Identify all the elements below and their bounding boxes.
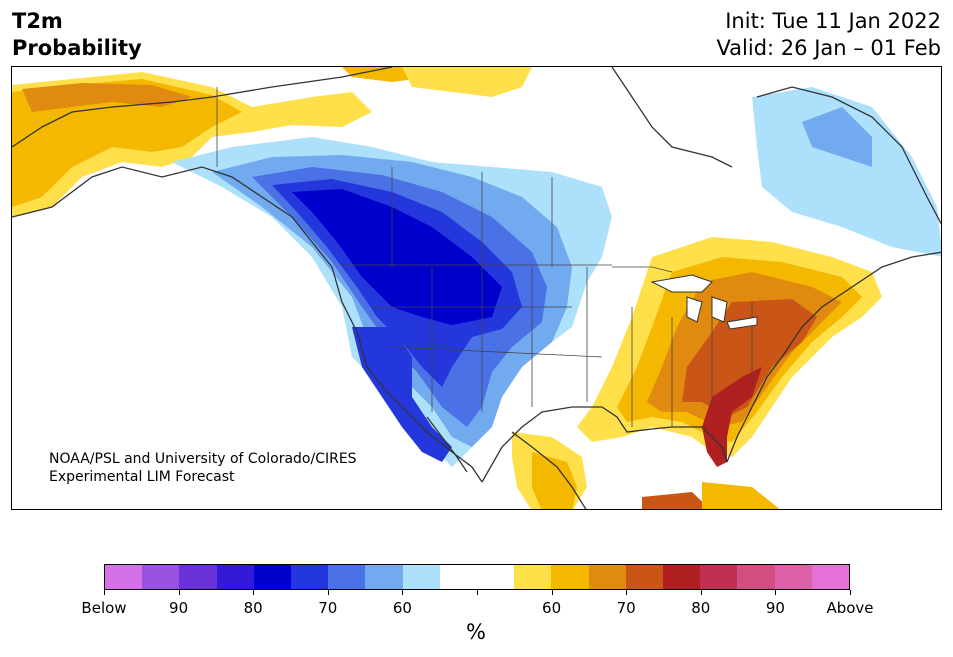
probability-colorbar — [104, 564, 850, 590]
colorbar-unit-label: % — [466, 620, 486, 644]
east-above-region — [512, 237, 882, 509]
colorbar-tick — [700, 590, 702, 595]
political-borders — [216, 87, 753, 427]
colorbar-segment — [663, 565, 701, 589]
colorbar-tick — [253, 590, 255, 595]
colorbar-tick — [551, 590, 553, 595]
colorbar-tick — [327, 590, 329, 595]
colorbar-segment — [477, 565, 515, 589]
colorbar-tick-label: 60 — [392, 599, 412, 617]
colorbar-segment — [179, 565, 217, 589]
colorbar-tick — [104, 590, 105, 595]
init-date: Init: Tue 11 Jan 2022 — [725, 9, 941, 33]
colorbar-segment — [105, 565, 143, 589]
colorbar-tick-label: 60 — [542, 599, 562, 617]
colorbar-tick-label: Below — [81, 599, 127, 617]
colorbar-tick — [775, 590, 777, 595]
map-canvas — [12, 67, 941, 509]
colorbar-ticks — [104, 590, 851, 598]
coastlines — [12, 67, 941, 509]
east-canada-below-core — [802, 107, 872, 167]
colorbar-segment — [625, 565, 664, 589]
great-lakes — [650, 274, 758, 330]
colorbar-segment — [514, 565, 552, 589]
colorbar-tick — [477, 590, 478, 595]
colorbar-tick — [626, 590, 628, 595]
colorbar-tick-label: Above — [826, 599, 874, 617]
colorbar-tick-label: 90 — [765, 599, 785, 617]
colorbar-tick-label: 90 — [169, 599, 189, 617]
colorbar-tick-label: 70 — [616, 599, 636, 617]
colorbar-tick — [178, 590, 180, 595]
colorbar-segment — [216, 565, 254, 589]
colorbar-segment — [402, 565, 440, 589]
colorbar-segment — [737, 565, 775, 589]
colorbar-segment — [253, 565, 292, 589]
east-canada-below-region — [752, 87, 941, 257]
colorbar-tick-label: 80 — [691, 599, 711, 617]
colorbar-segment — [551, 565, 589, 589]
colorbar-segment — [142, 565, 180, 589]
colorbar-tick — [850, 590, 851, 595]
credit-line-1: NOAA/PSL and University of Colorado/CIRE… — [49, 451, 357, 467]
credit-line-2: Experimental LIM Forecast — [49, 469, 235, 485]
colorbar-segment — [365, 565, 403, 589]
title-line-1: T2m — [12, 9, 63, 33]
colorbar-tick-label: 80 — [243, 599, 263, 617]
colorbar-tick-label: 70 — [318, 599, 338, 617]
probability-map — [11, 66, 942, 510]
forecast-dates: Init: Tue 11 Jan 2022 Valid: 26 Jan – 01… — [716, 8, 941, 62]
colorbar-segment — [700, 565, 738, 589]
title-line-2: Probability — [12, 36, 142, 60]
colorbar-tick — [402, 590, 404, 595]
colorbar-segment — [774, 565, 812, 589]
colorbar-segment — [811, 565, 850, 589]
valid-date: Valid: 26 Jan – 01 Feb — [716, 36, 941, 60]
colorbar-segment — [588, 565, 626, 589]
map-title: T2m Probability — [12, 8, 142, 62]
credit-text: NOAA/PSL and University of Colorado/CIRE… — [49, 450, 357, 486]
colorbar-segment — [328, 565, 366, 589]
colorbar-segment — [439, 565, 478, 589]
colorbar-segment — [291, 565, 329, 589]
